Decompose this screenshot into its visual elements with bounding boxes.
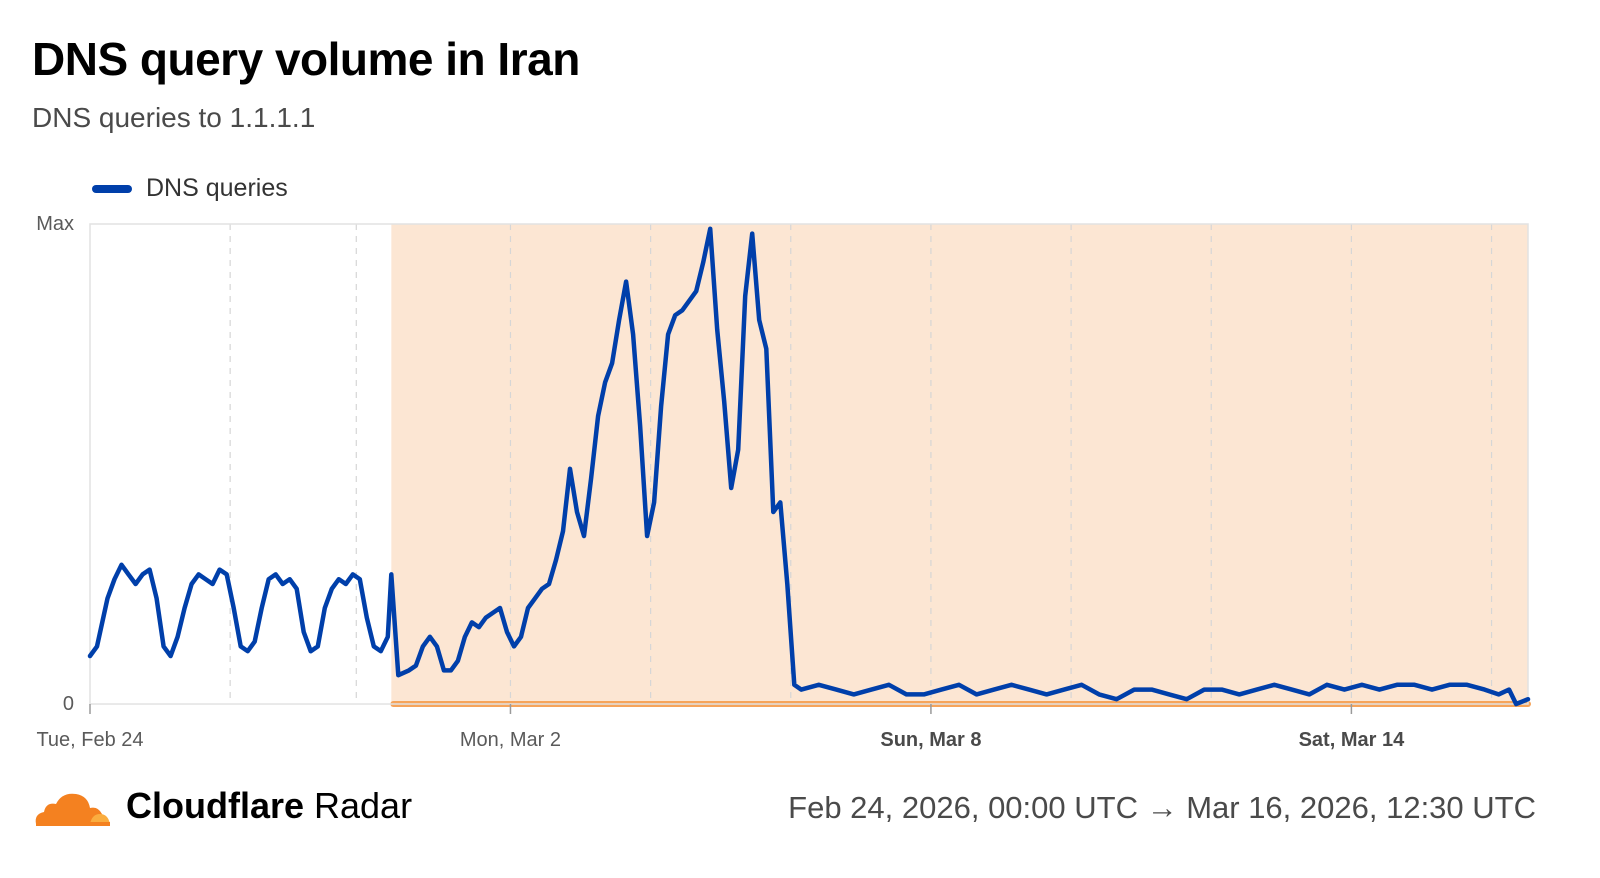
line-chart: 0 Max Tue, Feb 24 Mon, Mar 2 Sun, Mar 8 Sat, …	[36, 213, 1531, 751]
axis-layer	[89, 223, 1529, 714]
highlight-layer	[390, 224, 1531, 707]
label-layer: 0 Max Tue, Feb 24 Mon, Mar 2 Sun, Mar 8 Sat, …	[36, 213, 1405, 751]
x-tick-label: Sun, Mar 8	[880, 729, 981, 751]
series-line-dns-queries	[87, 226, 1531, 707]
x-tick-label: Mon, Mar 2	[460, 729, 561, 751]
legend-swatch	[92, 184, 132, 193]
x-tick-label: Tue, Feb 24	[36, 729, 143, 751]
chart-subtitle: DNS queries to 1.1.1.1	[32, 102, 316, 133]
plot-frame	[89, 223, 1529, 705]
x-tick-label: Sat, Mar 14	[1299, 729, 1405, 751]
footer-brand[interactable]: Cloudflare Radar	[30, 784, 412, 828]
brand-name: Cloudflare Radar	[126, 785, 413, 826]
date-range: Feb 24, 2026, 00:00 UTC → Mar 16, 2026, …	[788, 790, 1536, 825]
y-tick-label-zero: 0	[63, 693, 74, 715]
line-layer	[87, 226, 1531, 707]
y-tick-label-max: Max	[36, 213, 74, 235]
legend-label: DNS queries	[146, 174, 288, 202]
cloudflare-cloud-icon	[35, 793, 110, 826]
highlight-region	[391, 224, 1528, 704]
legend[interactable]: DNS queries	[92, 174, 288, 203]
chart-title: DNS query volume in Iran	[32, 33, 580, 85]
